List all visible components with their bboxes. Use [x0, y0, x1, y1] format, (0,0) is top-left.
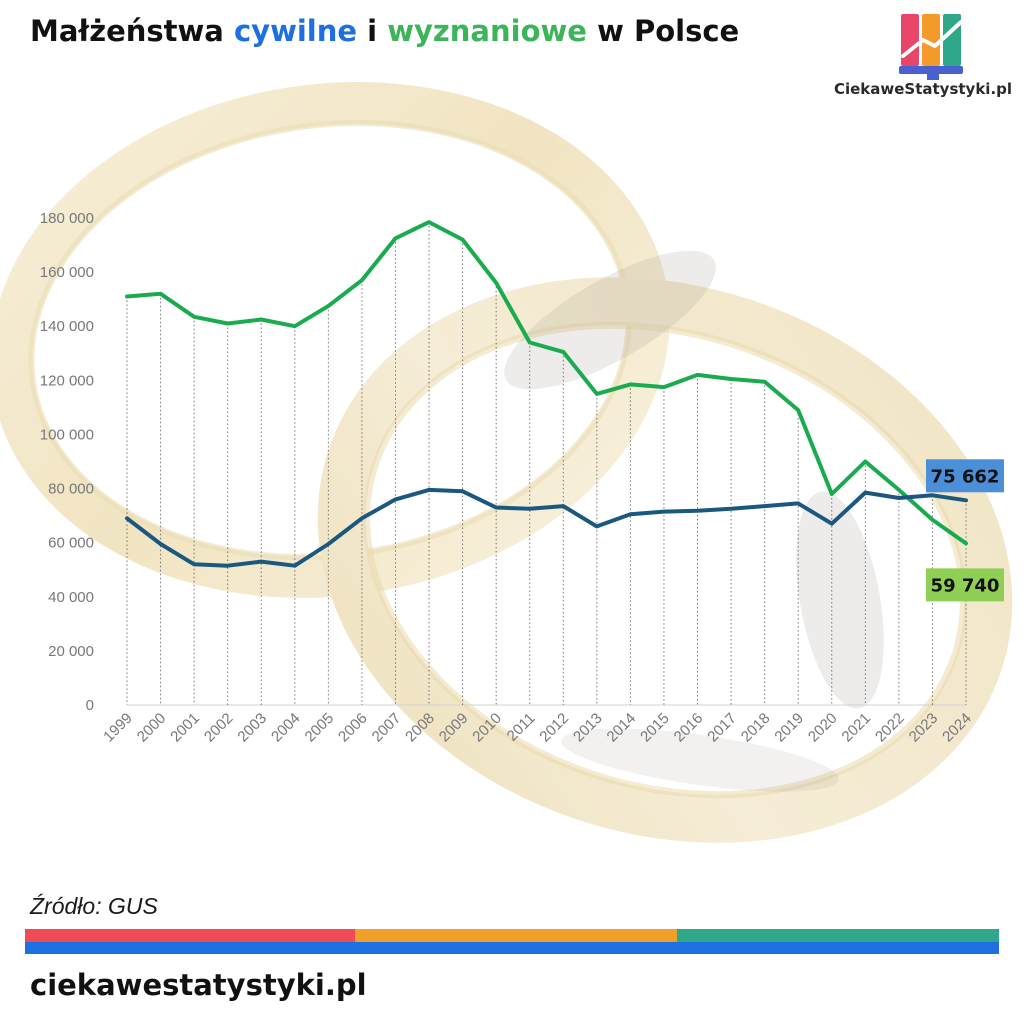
- title-part-2: i: [357, 14, 388, 48]
- end-label-box-1: [926, 459, 1004, 493]
- end-label-1: 75 662: [931, 466, 1000, 487]
- x-tick-label: 2005: [302, 710, 338, 746]
- end-label-0: 59 740: [931, 575, 1000, 596]
- title-part-1: Małżeństwa: [30, 14, 234, 48]
- source-note: Źródło: GUS: [30, 893, 158, 919]
- x-tick-label: 2017: [704, 710, 740, 746]
- x-tick-label: 2001: [167, 710, 203, 746]
- x-tick-label: 2014: [604, 710, 640, 746]
- y-tick-label: 160 000: [40, 264, 94, 281]
- x-tick-label: 2018: [738, 710, 774, 746]
- x-tick-label: 2022: [872, 710, 908, 746]
- x-tick-label: 2019: [771, 710, 807, 746]
- y-tick-label: 0: [86, 697, 94, 714]
- y-tick-label: 100 000: [40, 426, 94, 443]
- end-label-box-0: [926, 568, 1004, 602]
- x-tick-label: 2015: [637, 710, 673, 746]
- x-tick-label: 2006: [335, 710, 371, 746]
- page-title: Małżeństwa cywilne i wyznaniowe w Polsce: [30, 14, 739, 48]
- y-tick-label: 40 000: [48, 589, 94, 606]
- y-tick-label: 20 000: [48, 643, 94, 660]
- y-tick-label: 180 000: [40, 210, 94, 227]
- x-tick-label: 2020: [805, 710, 841, 746]
- series-line-1: [125, 487, 968, 568]
- stripe-blue: [25, 942, 999, 954]
- title-part-3: w Polsce: [586, 14, 740, 48]
- x-tick-label: 2011: [504, 710, 539, 745]
- x-tick-label: 2007: [369, 710, 405, 746]
- x-tick-label: 2024: [939, 710, 975, 746]
- bar-chart-logo-icon: [899, 14, 963, 80]
- x-tick-label: 2013: [570, 710, 606, 746]
- x-tick-label: 2002: [201, 710, 237, 746]
- x-tick-label: 2004: [268, 710, 304, 746]
- x-tick-label: 2021: [839, 710, 875, 746]
- x-tick-label: 2010: [469, 710, 505, 746]
- x-tick-label: 2003: [234, 710, 270, 746]
- y-tick-label: 80 000: [48, 481, 94, 498]
- x-tick-label: 1999: [100, 710, 136, 746]
- x-tick-label: 2008: [402, 710, 438, 746]
- stripe-green: [677, 929, 999, 942]
- y-tick-label: 120 000: [40, 372, 94, 389]
- color-stripe: [25, 929, 999, 954]
- x-tick-label: 2009: [436, 710, 472, 746]
- title-civil-word: cywilne: [233, 14, 358, 48]
- x-tick-label: 2012: [536, 710, 572, 746]
- title-religious-word: wyznaniowe: [387, 14, 587, 48]
- logo-text: CiekaweStatystyki.pl: [833, 80, 1013, 98]
- footer-site: ciekawestatystyki.pl: [30, 968, 367, 1002]
- y-tick-label: 140 000: [40, 318, 94, 335]
- stripe-orange: [355, 929, 677, 942]
- stripe-red: [25, 929, 355, 942]
- y-tick-label: 60 000: [48, 535, 94, 552]
- x-tick-label: 2023: [906, 710, 942, 746]
- x-tick-label: 2016: [671, 710, 707, 746]
- series-line-0: [125, 220, 968, 546]
- x-tick-label: 2000: [134, 710, 170, 746]
